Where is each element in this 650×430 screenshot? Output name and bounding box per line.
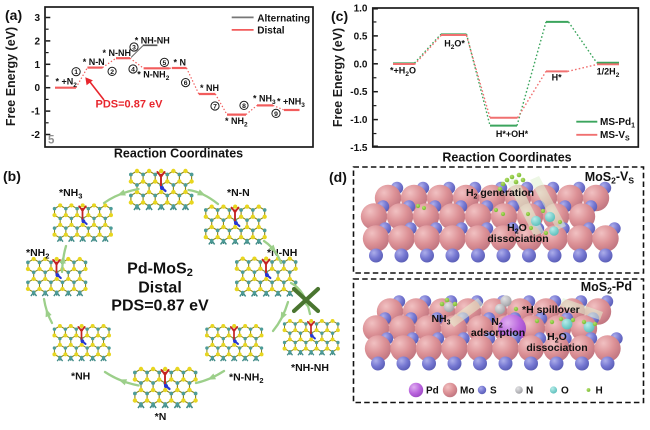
svg-text:*N: *N <box>155 411 167 423</box>
svg-text:9: 9 <box>274 111 278 118</box>
svg-text:1.0: 1.0 <box>354 4 368 15</box>
svg-text:0.0: 0.0 <box>354 59 368 70</box>
svg-text:O: O <box>561 386 569 397</box>
svg-text:N: N <box>526 386 533 397</box>
svg-text:MS-Pd1: MS-Pd1 <box>600 117 635 130</box>
svg-text:Pd-MoS2: Pd-MoS2 <box>127 261 193 280</box>
svg-text:-2: -2 <box>31 130 40 141</box>
svg-text:5: 5 <box>163 60 167 67</box>
svg-text:PDS=0.87 eV: PDS=0.87 eV <box>111 298 209 315</box>
svg-text:Free Energy (eV): Free Energy (eV) <box>331 28 345 127</box>
svg-text:PDS=0.87 eV: PDS=0.87 eV <box>96 99 164 111</box>
svg-text:* NH: * NH <box>200 83 219 93</box>
svg-text:6: 6 <box>184 80 188 87</box>
svg-text:-1.5: -1.5 <box>350 143 368 154</box>
svg-text:H: H <box>596 386 603 397</box>
svg-text:1: 1 <box>34 60 40 71</box>
svg-text:(c): (c) <box>331 8 348 24</box>
svg-text:* N-NH: * N-NH <box>103 48 132 58</box>
svg-text:S: S <box>490 386 497 397</box>
svg-text:*N-N: *N-N <box>227 187 250 199</box>
svg-text:0.5: 0.5 <box>354 31 368 42</box>
svg-text:*H spillover: *H spillover <box>522 304 580 316</box>
svg-text:Reaction Coordinates: Reaction Coordinates <box>442 151 571 165</box>
svg-text:MoS2-VS: MoS2-VS <box>585 170 635 186</box>
svg-text:*NH-NH: *NH-NH <box>291 362 329 374</box>
svg-text:*NH: *NH <box>71 371 90 383</box>
svg-text:2: 2 <box>110 69 114 76</box>
svg-text:1: 1 <box>74 69 78 76</box>
svg-text:2: 2 <box>34 36 40 47</box>
svg-text:dissociation: dissociation <box>487 233 548 245</box>
svg-text:* NH-NH: * NH-NH <box>135 36 170 46</box>
svg-text:dissociation: dissociation <box>526 342 587 354</box>
svg-text:-1.0: -1.0 <box>350 115 368 126</box>
svg-text:Distal: Distal <box>138 280 182 297</box>
svg-text:Alternating: Alternating <box>257 13 310 24</box>
svg-text:H*: H* <box>552 73 562 83</box>
svg-text:Pd: Pd <box>426 386 439 397</box>
svg-text:3: 3 <box>34 13 40 24</box>
svg-text:(d): (d) <box>329 169 347 185</box>
svg-text:Reaction Coordinates: Reaction Coordinates <box>114 147 243 161</box>
svg-text:H*+OH*: H*+OH* <box>496 129 529 139</box>
svg-text:(b): (b) <box>3 168 21 184</box>
svg-text:7: 7 <box>213 103 217 110</box>
svg-text:Free Energy (eV): Free Energy (eV) <box>4 27 18 126</box>
svg-text:0: 0 <box>34 83 40 94</box>
svg-text:(a): (a) <box>5 7 22 23</box>
svg-text:adsorption: adsorption <box>471 327 525 339</box>
svg-text:-0.5: -0.5 <box>350 87 368 98</box>
svg-text:Distal: Distal <box>257 25 284 36</box>
svg-text:Mo: Mo <box>460 386 474 397</box>
svg-text:*N-NH2: *N-NH2 <box>229 372 264 386</box>
svg-text:8: 8 <box>242 103 246 110</box>
svg-text:* N: * N <box>174 57 187 67</box>
svg-text:-1: -1 <box>31 107 40 118</box>
svg-text:* N-N: * N-N <box>83 57 105 67</box>
svg-text:MoS2-Pd: MoS2-Pd <box>581 280 632 296</box>
svg-text:4: 4 <box>131 66 135 73</box>
svg-text:5: 5 <box>48 135 55 147</box>
